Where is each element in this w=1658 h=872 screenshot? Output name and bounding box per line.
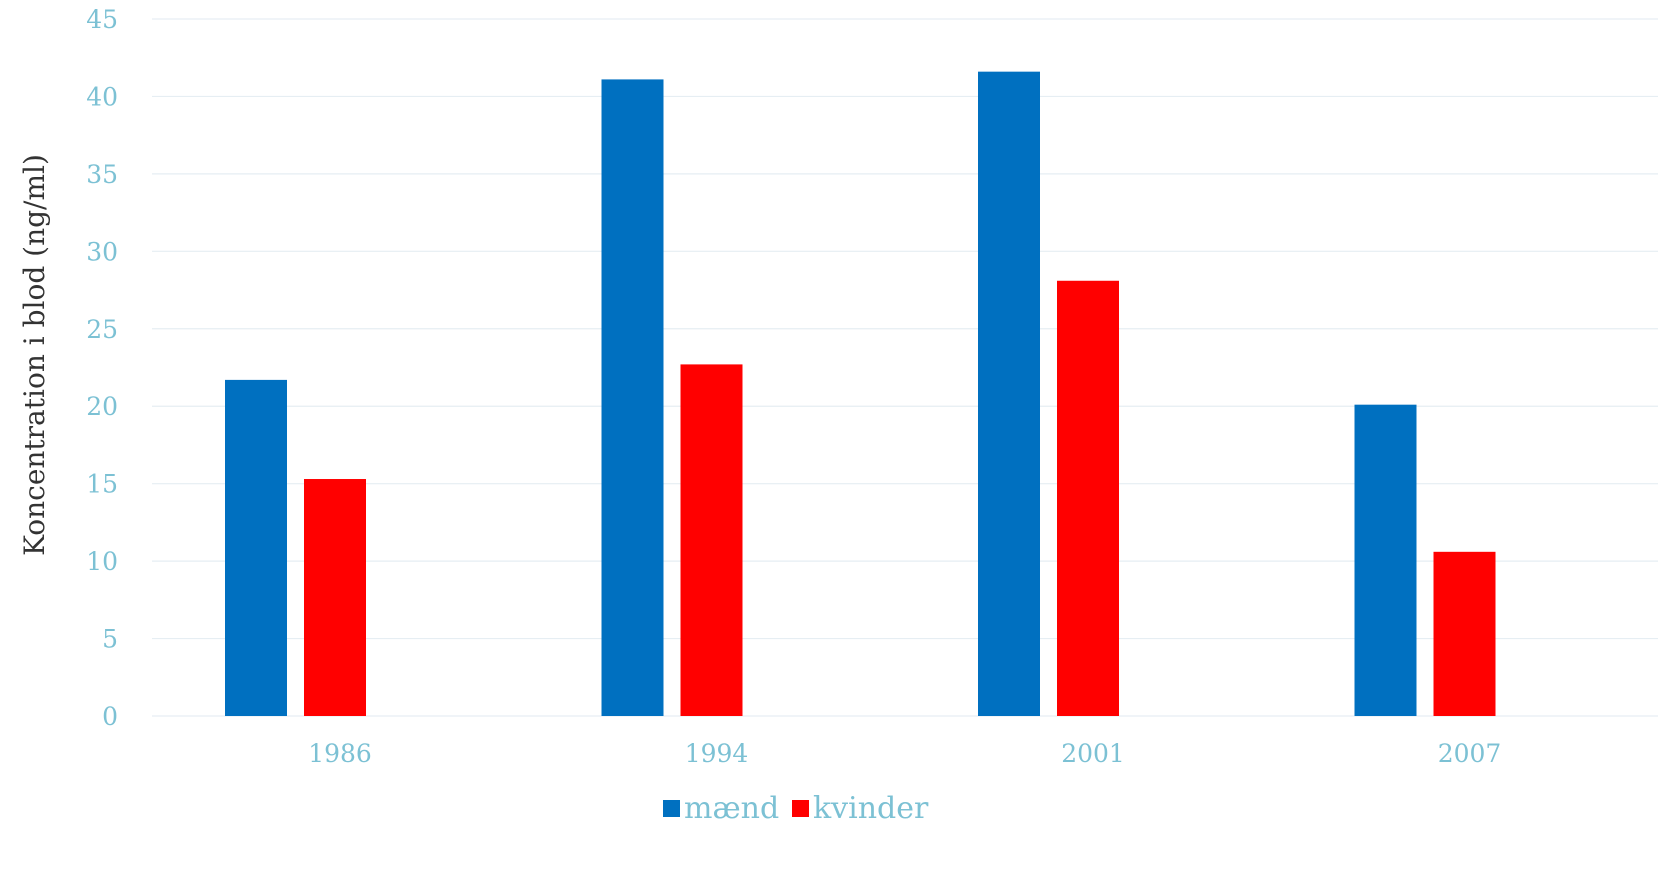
y-tick-label: 15 bbox=[86, 470, 118, 499]
gridlines bbox=[152, 19, 1658, 716]
bar-maend-1986 bbox=[225, 380, 287, 716]
legend-swatch bbox=[663, 800, 680, 817]
bar-maend-1994 bbox=[602, 79, 664, 716]
legend-label: mænd bbox=[684, 791, 779, 826]
x-tick-label: 2001 bbox=[1061, 739, 1125, 768]
y-tick-label: 5 bbox=[102, 625, 118, 654]
bar-kvinder-2001 bbox=[1057, 281, 1119, 716]
bar-kvinder-1994 bbox=[681, 364, 743, 716]
y-tick-label: 30 bbox=[86, 237, 118, 266]
y-tick-label: 35 bbox=[86, 160, 118, 189]
y-tick-label: 45 bbox=[86, 5, 118, 34]
x-tick-label: 1994 bbox=[685, 739, 749, 768]
bar-kvinder-2007 bbox=[1434, 552, 1496, 716]
y-tick-label: 0 bbox=[102, 702, 118, 731]
bars bbox=[225, 72, 1496, 716]
legend-swatch bbox=[792, 800, 809, 817]
legend: mænd kvinder bbox=[663, 791, 929, 826]
x-tick-label: 1986 bbox=[308, 739, 372, 768]
legend-label: kvinder bbox=[813, 791, 929, 826]
x-axis-ticks: 1986 1994 2001 2007 bbox=[308, 739, 1501, 768]
x-tick-label: 2007 bbox=[1438, 739, 1502, 768]
y-tick-label: 10 bbox=[86, 547, 118, 576]
y-axis-ticks: 0 5 10 15 20 25 30 35 40 45 bbox=[86, 5, 118, 731]
y-tick-label: 40 bbox=[86, 82, 118, 111]
bar-kvinder-1986 bbox=[304, 479, 366, 716]
y-axis-title: Koncentration i blod (ng/ml) bbox=[18, 154, 51, 556]
y-tick-label: 20 bbox=[86, 392, 118, 421]
y-tick-label: 25 bbox=[86, 315, 118, 344]
bar-maend-2001 bbox=[978, 72, 1040, 716]
bar-maend-2007 bbox=[1355, 405, 1417, 716]
